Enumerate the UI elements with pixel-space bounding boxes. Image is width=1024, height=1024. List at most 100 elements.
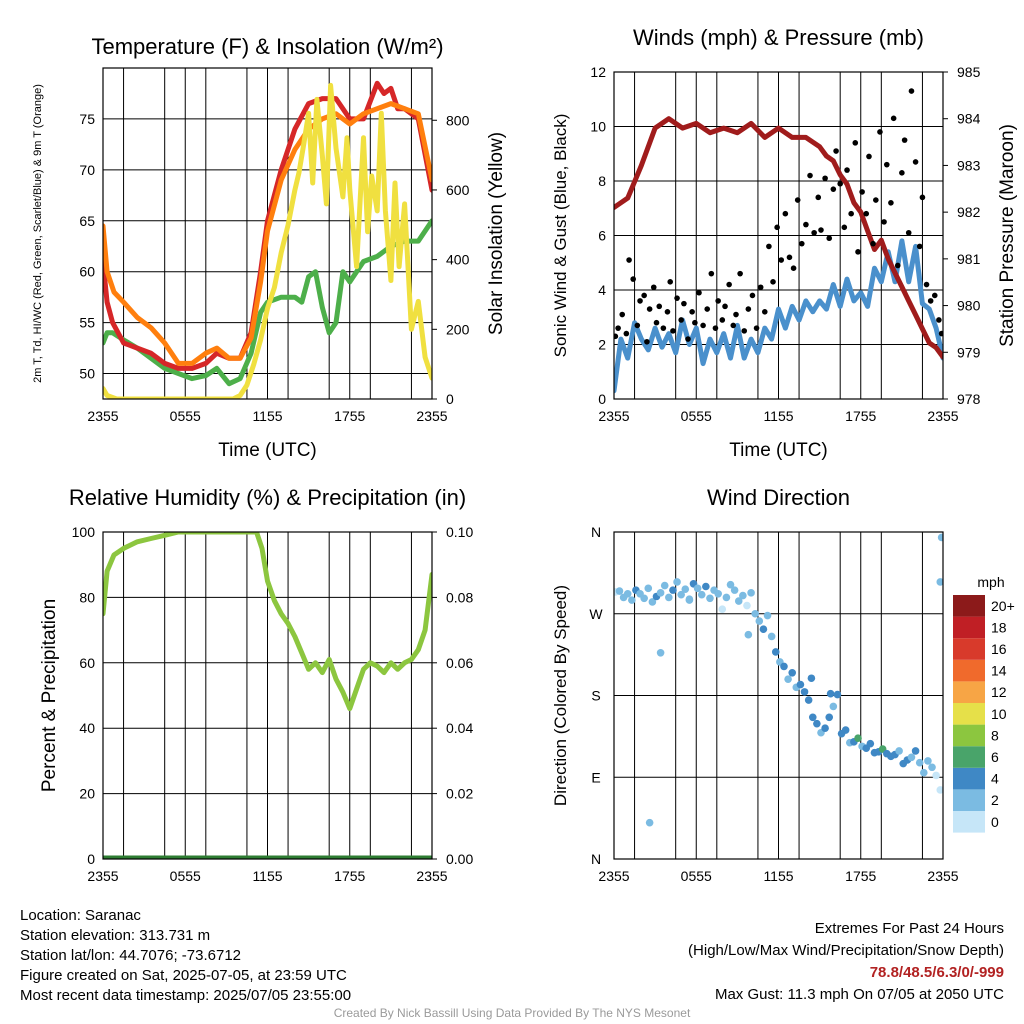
gust-point — [841, 224, 848, 231]
direction-point — [681, 585, 690, 594]
gust-point — [833, 148, 839, 154]
plot-frame — [613, 531, 944, 860]
station-elevation: Station elevation: 313.731 m — [20, 927, 211, 944]
x-tick-label: 2355 — [598, 868, 629, 884]
gust-point — [757, 284, 764, 291]
y-right-tick-label: 0.04 — [446, 720, 473, 736]
y-tick-label: W — [589, 606, 603, 622]
series-line-temperature-2 — [103, 101, 432, 366]
gust-point — [837, 180, 843, 187]
gust-point — [799, 240, 805, 247]
direction-point — [665, 593, 673, 602]
legend-swatch — [953, 616, 985, 639]
y-tick-label: N — [591, 524, 601, 540]
y-right-tick-label: 600 — [446, 182, 470, 198]
gust-point — [927, 298, 934, 304]
y-right-tick-label: 984 — [957, 111, 981, 127]
y-tick-label: 70 — [79, 162, 95, 178]
gust-point — [790, 265, 797, 272]
gust-point — [712, 325, 719, 331]
direction-point — [813, 719, 821, 728]
gust-point — [815, 194, 822, 201]
direction-point — [730, 586, 739, 594]
direction-point — [796, 680, 805, 689]
y-right-tick-label: 800 — [446, 112, 470, 128]
y-tick-label: 60 — [79, 264, 95, 280]
gust-point — [770, 279, 776, 285]
gust-point — [656, 303, 663, 310]
y-right-axis-label: Station Pressure (Maroon) — [997, 124, 1018, 347]
chart-title-winds: Winds (mph) & Pressure (mb) — [633, 25, 924, 50]
direction-point — [915, 758, 924, 767]
direction-point — [673, 578, 681, 586]
direction-point — [677, 590, 685, 599]
gust-point — [782, 210, 789, 217]
gust-point — [877, 129, 883, 135]
y-tick-label: 4 — [598, 282, 606, 298]
gust-point — [737, 270, 743, 277]
gust-point — [848, 210, 854, 217]
direction-point — [936, 578, 943, 586]
direction-point — [854, 734, 862, 742]
x-tick-label: 1155 — [252, 868, 282, 884]
gust-point — [615, 325, 621, 331]
gust-point — [726, 281, 732, 288]
legend-label: 20+ — [991, 598, 1015, 614]
x-tick-label: 0555 — [681, 868, 712, 884]
direction-point — [628, 596, 636, 604]
gust-point — [774, 224, 780, 231]
x-tick-label: 0555 — [681, 408, 712, 424]
gust-point — [741, 328, 748, 334]
x-axis-label: Time (UTC) — [218, 440, 317, 461]
y-right-tick-label: 982 — [957, 204, 981, 220]
legend-label: 18 — [991, 619, 1007, 635]
gust-point — [818, 227, 824, 233]
gust-point — [844, 167, 850, 173]
y-tick-label: 0 — [87, 851, 95, 867]
gust-point — [888, 200, 894, 206]
legend-label: 12 — [991, 684, 1007, 700]
y-right-tick-label: 978 — [957, 391, 981, 407]
y-right-tick-label: 0.00 — [446, 851, 473, 867]
gust-point — [826, 235, 833, 242]
y-right-tick-label: 0 — [446, 391, 454, 407]
direction-point — [693, 584, 702, 593]
max-gust: Max Gust: 11.3 mph On 07/05 at 2050 UTC — [714, 986, 1004, 1003]
direction-point — [866, 739, 875, 748]
direction-point — [744, 630, 753, 639]
direction-point — [937, 533, 943, 542]
y-axis-label: Direction (Colored By Speed) — [551, 585, 570, 806]
x-tick-label: 1155 — [252, 408, 282, 424]
y-right-tick-label: 979 — [957, 344, 981, 360]
gust-point — [719, 317, 726, 323]
direction-point — [755, 617, 764, 625]
y-tick-label: 8 — [598, 173, 606, 189]
direction-point — [833, 690, 842, 699]
gust-point — [733, 311, 739, 318]
y-tick-label: 80 — [79, 589, 95, 605]
y-tick-label: 20 — [79, 786, 95, 802]
direction-point — [751, 609, 759, 618]
direction-point — [623, 589, 632, 598]
direction-point — [826, 689, 835, 698]
gust-point — [908, 88, 915, 94]
x-tick-label: 1755 — [334, 868, 365, 884]
gust-point — [634, 322, 641, 329]
direction-point — [841, 726, 850, 734]
gust-point — [883, 161, 890, 168]
gust-point — [650, 284, 657, 291]
gust-point — [870, 240, 876, 247]
legend-label: 6 — [991, 749, 999, 765]
y-tick-label: 12 — [590, 64, 606, 80]
legend-swatch — [953, 767, 985, 790]
chart-title-humidity: Relative Humidity (%) & Precipitation (i… — [69, 485, 466, 510]
y-axis-label: Sonic Wind & Gust (Blue, Black) — [551, 114, 570, 358]
y-tick-label: 2 — [598, 337, 606, 353]
gust-point — [644, 338, 650, 345]
gust-point — [786, 254, 793, 261]
y-tick-label: 55 — [79, 315, 95, 331]
gust-point — [753, 325, 760, 331]
plot-frame — [613, 71, 944, 400]
legend-title: mph — [977, 574, 1004, 590]
